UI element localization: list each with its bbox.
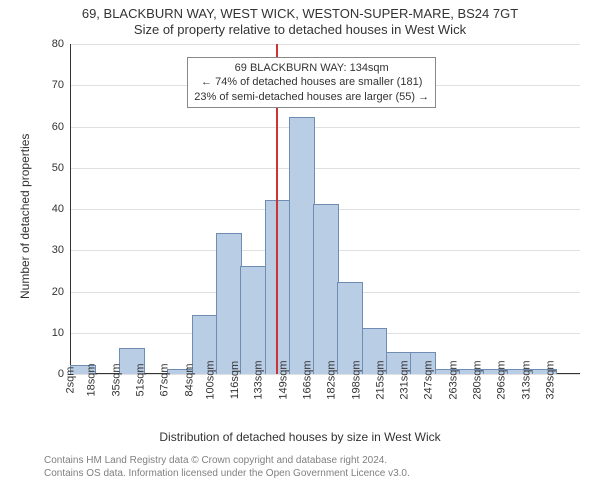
xtick-label: 296sqm bbox=[496, 360, 508, 399]
xtick-label: 182sqm bbox=[326, 360, 338, 399]
footer-line1: Contains HM Land Registry data © Crown c… bbox=[44, 454, 600, 467]
xtick-label: 116sqm bbox=[229, 361, 241, 399]
annotation-line3: 23% of semi-detached houses are larger (… bbox=[194, 90, 429, 104]
xtick-label: 18sqm bbox=[86, 363, 98, 396]
annotation-line1: 69 BLACKBURN WAY: 134sqm bbox=[194, 61, 429, 75]
xtick-label: 166sqm bbox=[301, 360, 313, 399]
histogram-bar bbox=[313, 204, 339, 374]
footer-line2: Contains OS data. Information licensed u… bbox=[44, 467, 600, 480]
xtick-label: 247sqm bbox=[423, 360, 435, 399]
ytick-label: 10 bbox=[52, 327, 64, 339]
xtick-label: 84sqm bbox=[183, 363, 195, 396]
chart-title-line2: Size of property relative to detached ho… bbox=[0, 22, 600, 37]
chart-title-line1: 69, BLACKBURN WAY, WEST WICK, WESTON-SUP… bbox=[0, 6, 600, 21]
ytick-label: 70 bbox=[52, 79, 64, 91]
y-axis-line bbox=[70, 44, 71, 374]
gridline bbox=[70, 44, 580, 45]
annotation-line2: ← 74% of detached houses are smaller (18… bbox=[194, 75, 429, 89]
xtick-label: 198sqm bbox=[350, 360, 362, 399]
xtick-label: 67sqm bbox=[159, 363, 171, 396]
xtick-label: 35sqm bbox=[110, 363, 122, 396]
gridline bbox=[70, 127, 580, 128]
ytick-label: 80 bbox=[52, 38, 64, 50]
xtick-label: 329sqm bbox=[544, 360, 556, 399]
histogram-bar bbox=[240, 266, 266, 374]
ytick-label: 0 bbox=[58, 368, 64, 380]
plot-area: 010203040506070802sqm18sqm35sqm51sqm67sq… bbox=[70, 44, 580, 374]
xtick-label: 2sqm bbox=[65, 367, 77, 394]
xtick-label: 100sqm bbox=[204, 360, 216, 399]
ytick-label: 60 bbox=[52, 121, 64, 133]
xtick-label: 313sqm bbox=[520, 360, 532, 399]
histogram-bar bbox=[216, 233, 242, 374]
xtick-label: 231sqm bbox=[399, 360, 411, 399]
histogram-bar bbox=[289, 117, 315, 374]
xtick-label: 51sqm bbox=[134, 363, 146, 396]
xtick-label: 133sqm bbox=[253, 360, 265, 399]
histogram-chart: 010203040506070802sqm18sqm35sqm51sqm67sq… bbox=[70, 44, 580, 374]
annotation-box: 69 BLACKBURN WAY: 134sqm← 74% of detache… bbox=[187, 57, 436, 108]
xtick-label: 215sqm bbox=[374, 360, 386, 399]
xtick-label: 263sqm bbox=[447, 360, 459, 399]
footer: Contains HM Land Registry data © Crown c… bbox=[0, 454, 600, 480]
ytick-label: 30 bbox=[52, 244, 64, 256]
xtick-label: 149sqm bbox=[277, 360, 289, 399]
x-axis-title: Distribution of detached houses by size … bbox=[0, 430, 600, 444]
ytick-label: 40 bbox=[52, 203, 64, 215]
y-axis-title: Number of detached properties bbox=[18, 134, 32, 299]
gridline bbox=[70, 168, 580, 169]
xtick-label: 280sqm bbox=[471, 360, 483, 399]
ytick-label: 20 bbox=[52, 286, 64, 298]
ytick-label: 50 bbox=[52, 162, 64, 174]
